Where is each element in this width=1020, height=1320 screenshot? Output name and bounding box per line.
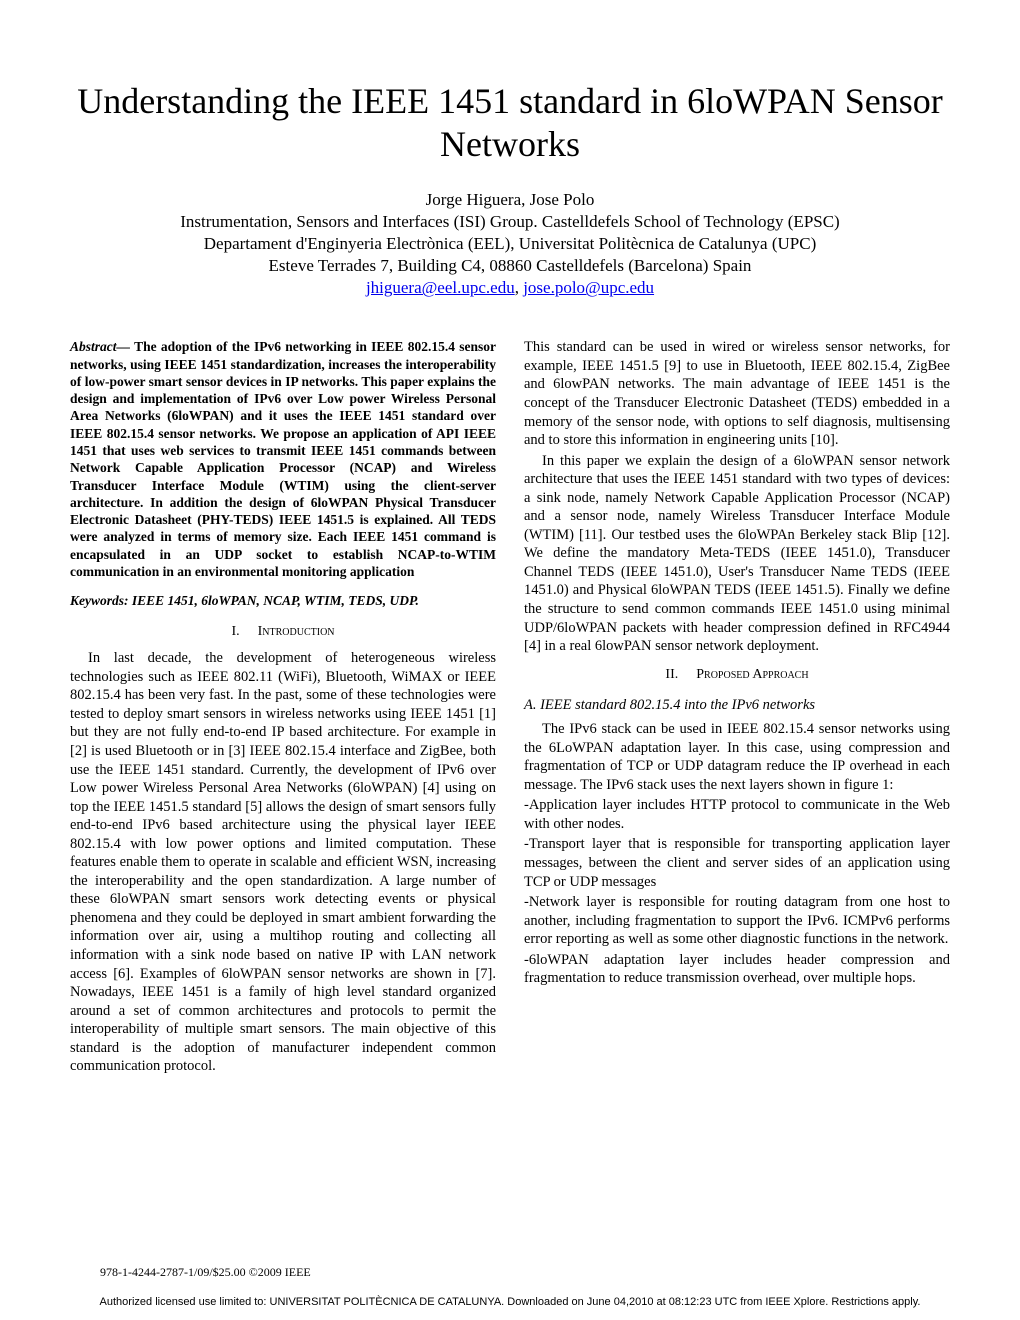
layer-application: -Application layer includes HTTP protoco…: [524, 796, 950, 833]
section-2-title: Proposed Approach: [696, 667, 808, 682]
footer-isbn: 978-1-4244-2787-1/09/$25.00 ©2009 IEEE: [100, 1265, 311, 1280]
left-column: Abstract— The adoption of the IPv6 netwo…: [70, 338, 496, 1077]
section-1-heading: I. Introduction: [70, 623, 496, 641]
section-2-number: II.: [665, 667, 678, 682]
right-para-2: In this paper we explain the design of a…: [524, 452, 950, 656]
right-para-1: This standard can be used in wired or wi…: [524, 338, 950, 449]
section-1-number: I.: [231, 624, 239, 639]
section-2-heading: II. Proposed Approach: [524, 666, 950, 684]
paper-title: Understanding the IEEE 1451 standard in …: [70, 80, 950, 166]
layer-network: -Network layer is responsible for routin…: [524, 893, 950, 949]
right-column: This standard can be used in wired or wi…: [524, 338, 950, 1077]
layer-6lowpan: -6loWPAN adaptation layer includes heade…: [524, 951, 950, 988]
affiliation-line-1: Instrumentation, Sensors and Interfaces …: [70, 212, 950, 232]
author-emails: jhiguera@eel.upc.edu, jose.polo@upc.edu: [70, 278, 950, 298]
authors: Jorge Higuera, Jose Polo: [70, 190, 950, 210]
email-link-2[interactable]: jose.polo@upc.edu: [523, 278, 654, 297]
abstract-lead: Abstract—: [70, 339, 130, 354]
footer-license: Authorized licensed use limited to: UNIV…: [0, 1296, 1020, 1308]
layer-transport: -Transport layer that is responsible for…: [524, 835, 950, 891]
abstract: Abstract— The adoption of the IPv6 netwo…: [70, 338, 496, 580]
affiliation-line-3: Esteve Terrades 7, Building C4, 08860 Ca…: [70, 256, 950, 276]
email-link-1[interactable]: jhiguera@eel.upc.edu: [366, 278, 515, 297]
subsection-a-heading: A. IEEE standard 802.15.4 into the IPv6 …: [524, 696, 950, 715]
email-separator: ,: [515, 278, 524, 297]
intro-paragraph: In last decade, the development of heter…: [70, 649, 496, 1076]
subsection-a-para-1: The IPv6 stack can be used in IEEE 802.1…: [524, 720, 950, 794]
affiliation-line-2: Departament d'Enginyeria Electrònica (EE…: [70, 234, 950, 254]
abstract-text: The adoption of the IPv6 networking in I…: [70, 339, 496, 578]
section-1-title: Introduction: [258, 624, 335, 639]
keywords: Keywords: IEEE 1451, 6loWPAN, NCAP, WTIM…: [70, 592, 496, 609]
